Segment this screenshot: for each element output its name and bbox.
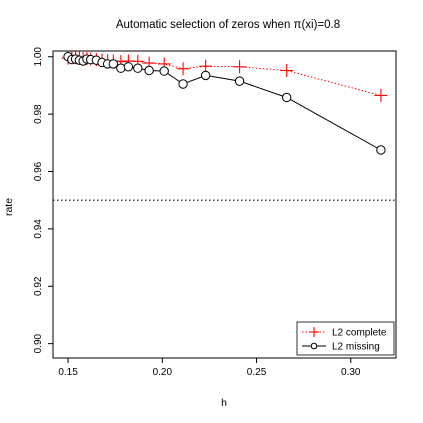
legend-entry: L2 complete xyxy=(302,327,387,339)
data-point-circle xyxy=(178,79,188,89)
y-tick-label: 0.96 xyxy=(33,161,44,181)
data-point-plus xyxy=(176,62,190,76)
data-point-circle xyxy=(123,62,134,72)
y-tick-label: 0.90 xyxy=(33,333,44,353)
series-line-2 xyxy=(67,56,382,151)
x-tick-label: 0.30 xyxy=(341,367,361,378)
data-point-plus xyxy=(280,64,294,78)
y-tick-label: 1.00 xyxy=(33,47,44,67)
data-point-circle xyxy=(281,92,292,103)
chart-title: Automatic selection of zeros when π(xi)=… xyxy=(116,19,340,31)
data-point-circle xyxy=(200,70,211,81)
y-axis-label: rate xyxy=(3,198,15,216)
y-tick-label: 0.98 xyxy=(33,104,44,124)
data-point-plus xyxy=(233,60,247,74)
y-tick-label: 0.94 xyxy=(33,219,44,239)
y-tick-label: 0.92 xyxy=(33,276,44,296)
data-point-circle xyxy=(376,145,386,155)
legend-label: L2 complete xyxy=(332,328,387,339)
data-point-circle xyxy=(108,59,119,69)
data-point-circle xyxy=(159,66,169,76)
data-point-plus xyxy=(374,88,388,102)
data-point-circle xyxy=(234,76,245,86)
x-axis-label: h xyxy=(221,397,227,409)
x-tick-label: 0.15 xyxy=(58,367,78,378)
data-point-circle xyxy=(116,63,126,73)
series-group xyxy=(61,51,388,155)
legend: L2 complete L2 missing xyxy=(296,321,395,356)
legend-label: L2 missing xyxy=(332,342,380,353)
legend-circle-marker xyxy=(310,342,318,350)
x-tick-label: 0.20 xyxy=(153,367,173,378)
plot-area-frame xyxy=(52,50,397,359)
data-point-plus xyxy=(199,59,213,73)
x-tick-label: 0.25 xyxy=(247,367,267,378)
data-point-circle xyxy=(144,65,154,76)
data-point-circle xyxy=(133,63,143,73)
legend-entry: L2 missing xyxy=(302,342,380,353)
axes: 0.15 0.20 0.25 0.30 0.90 0.92 0.94 0.96 0.98 1.00 xyxy=(33,47,361,378)
legend-box xyxy=(296,321,395,356)
